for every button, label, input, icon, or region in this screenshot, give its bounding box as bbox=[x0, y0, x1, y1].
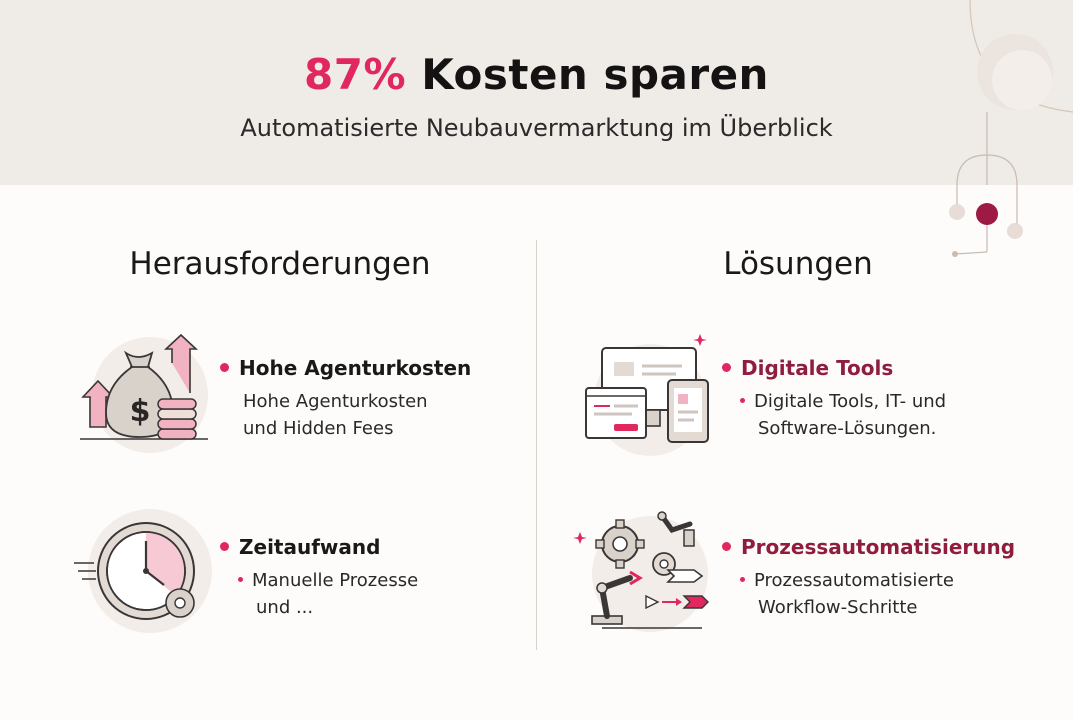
challenge-desc-costs: Hohe Agenturkosten und Hidden Fees bbox=[243, 388, 513, 442]
challenge-title-time: Zeitaufwand bbox=[220, 535, 380, 559]
solution-desc-tools-line1: Digitale Tools, IT- und bbox=[740, 388, 1010, 415]
heading-challenges: Herausforderungen bbox=[129, 246, 431, 282]
page-title: 87% Kosten sparen bbox=[0, 50, 1073, 99]
heading-solutions: Lösungen bbox=[723, 246, 873, 282]
bullet-icon bbox=[722, 542, 731, 551]
title-highlight: 87% bbox=[304, 50, 407, 99]
robot-arm-gears-icon bbox=[573, 511, 709, 632]
challenge-desc-time-line2: und ... bbox=[256, 597, 314, 618]
challenge-desc-time-line1: Manuelle Prozesse bbox=[238, 567, 508, 594]
challenge-desc-time-line1-text: Manuelle Prozesse bbox=[252, 570, 419, 591]
solution-desc-automation-line1: Prozessautomatisierte bbox=[740, 567, 1010, 594]
solution-desc-tools-line2: Software-Lösungen. bbox=[758, 418, 937, 439]
challenge-desc-costs-line2: und Hidden Fees bbox=[243, 418, 394, 439]
money-bag-icon: $ bbox=[80, 333, 208, 453]
header-band bbox=[0, 0, 1073, 185]
challenge-title-costs-text: Hohe Agenturkosten bbox=[239, 356, 472, 380]
small-bullet-icon bbox=[238, 576, 243, 582]
solution-title-tools-text: Digitale Tools bbox=[741, 356, 894, 380]
page-subtitle: Automatisierte Neubauvermarktung im Über… bbox=[240, 114, 833, 142]
solution-title-automation: Prozessautomatisierung bbox=[722, 535, 1015, 559]
solution-title-automation-text: Prozessautomatisierung bbox=[741, 535, 1016, 559]
solution-desc-automation-line2: Workflow-Schritte bbox=[758, 597, 918, 618]
bullet-icon bbox=[220, 363, 229, 372]
clock-gear-icon bbox=[74, 509, 212, 633]
small-bullet-icon bbox=[740, 397, 745, 403]
challenge-title-time-text: Zeitaufwand bbox=[239, 535, 381, 559]
bullet-icon bbox=[722, 363, 731, 372]
column-divider bbox=[536, 240, 537, 650]
challenge-desc-time: Manuelle Prozesse und ... bbox=[238, 567, 508, 621]
title-text: Kosten sparen bbox=[421, 50, 769, 99]
challenge-title-costs: Hohe Agenturkosten bbox=[220, 356, 471, 380]
solution-desc-tools-line1-text: Digitale Tools, IT- und bbox=[754, 391, 947, 412]
bullet-icon bbox=[220, 542, 229, 551]
devices-icon bbox=[585, 334, 709, 456]
solution-desc-automation: Prozessautomatisierte Workflow-Schritte bbox=[740, 567, 1010, 621]
challenge-desc-costs-line1: Hohe Agenturkosten bbox=[243, 391, 428, 412]
svg-text:$: $ bbox=[130, 394, 151, 429]
solution-title-tools: Digitale Tools bbox=[722, 356, 893, 380]
decorative-ornament-icon bbox=[949, 0, 1073, 257]
solution-desc-tools: Digitale Tools, IT- und Software-Lösunge… bbox=[740, 388, 1010, 442]
solution-desc-automation-line1-text: Prozessautomatisierte bbox=[754, 570, 954, 591]
small-bullet-icon bbox=[740, 576, 745, 582]
